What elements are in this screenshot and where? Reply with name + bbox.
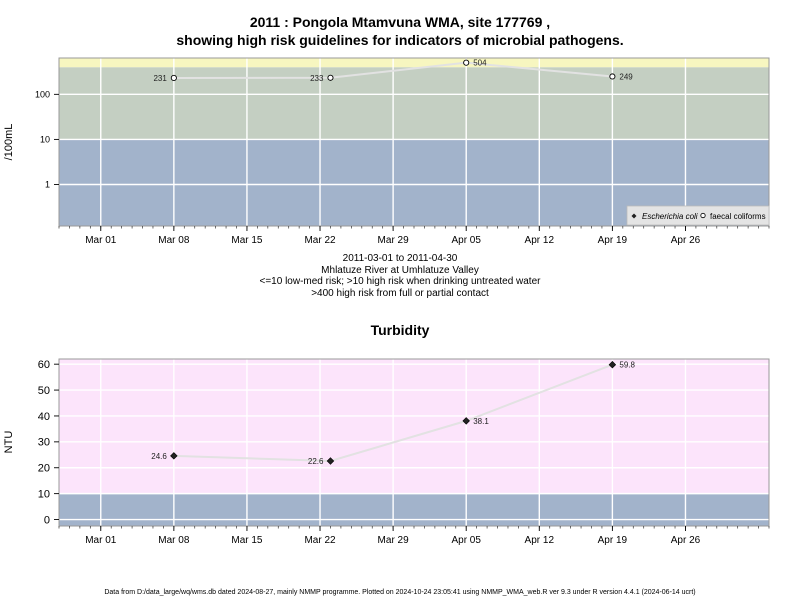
- data-point: [170, 452, 178, 460]
- risk-band-1: [59, 359, 769, 494]
- risk-band-2: [59, 58, 769, 68]
- data-label: 59.8: [619, 361, 635, 370]
- legend-label-faecal: faecal coliforms: [710, 212, 766, 221]
- y-axis-label: /100mL: [3, 124, 15, 161]
- legend-marker-faecal: [700, 212, 706, 219]
- data-label: 233: [310, 74, 324, 83]
- legend-box: [626, 205, 770, 226]
- data-point: [326, 457, 335, 465]
- chart1-plot: Mar 01 Mar 08 Mar 15 Mar 22 Mar 29 Apr 05 Apr …: [3, 57, 770, 246]
- x-tick-label: Mar 08: [158, 235, 190, 246]
- y-tick-label: 50: [38, 385, 50, 397]
- caption-guideline-contact: >400 high risk from full or partial cont…: [311, 287, 489, 299]
- x-tick-label: Mar 08: [158, 535, 190, 546]
- y-tick-label: 60: [38, 359, 50, 371]
- data-label: 504: [473, 59, 487, 68]
- chart1-title-line2: showing high risk guidelines for indicat…: [176, 32, 624, 48]
- x-tick-label: Mar 22: [304, 235, 336, 246]
- x-tick-label: Mar 22: [304, 535, 336, 546]
- x-tick-label: Mar 29: [378, 535, 410, 546]
- data-point: [608, 360, 617, 369]
- x-tick-label: Apr 26: [671, 235, 701, 246]
- x-tick-label: Apr 19: [598, 235, 628, 246]
- data-point: [609, 73, 616, 80]
- y-axis-label: NTU: [3, 431, 15, 454]
- data-label: 231: [153, 74, 167, 83]
- x-tick-label: Apr 19: [598, 535, 628, 546]
- x-tick-label: Apr 12: [525, 235, 555, 246]
- legend-marker-ecoli: [631, 213, 637, 219]
- y-tick-label: 10: [38, 488, 50, 500]
- data-label: 249: [619, 72, 633, 81]
- caption-date-range: 2011-03-01 to 2011-04-30: [342, 253, 458, 264]
- y-tick-label: 30: [38, 437, 50, 449]
- chart2-title: Turbidity: [370, 322, 430, 338]
- data-label: 24.6: [151, 452, 167, 461]
- risk-band-1: [59, 67, 769, 140]
- x-tick-label: Apr 05: [451, 235, 481, 246]
- y-tick-label: 1: [45, 180, 50, 190]
- chart1-title-line1: 2011 : Pongola Mtamvuna WMA, site 177769…: [249, 14, 551, 30]
- caption-site-name: Mhlatuze River at Umhlatuze Valley: [321, 264, 479, 276]
- data-point: [462, 417, 470, 425]
- x-tick-label: Mar 15: [231, 235, 263, 246]
- data-point: [170, 74, 177, 81]
- x-tick-label: Apr 05: [451, 535, 481, 546]
- x-tick-label: Mar 15: [231, 535, 263, 546]
- series-line: [173, 363, 613, 463]
- risk-band-0: [59, 493, 769, 526]
- legend-label-ecoli: Escherichia coli: [642, 212, 698, 221]
- x-tick-label: Mar 29: [378, 235, 410, 246]
- series-line: [173, 61, 613, 79]
- x-tick-label: Apr 26: [671, 535, 701, 546]
- y-tick-label: 40: [38, 411, 50, 423]
- chart2-plot: Mar 01 Mar 08 Mar 15 Mar 22 Mar 29 Apr 05 Apr …: [3, 358, 770, 546]
- y-tick-label: 20: [38, 463, 50, 475]
- y-tick-label: 10: [40, 135, 50, 145]
- x-tick-label: Mar 01: [85, 535, 117, 546]
- chart1-caption: 2011-03-01 to 2011-04-30 Mhlatuze River …: [0, 253, 800, 299]
- x-tick-label: Mar 01: [85, 235, 117, 246]
- y-tick-label: 0: [44, 514, 50, 526]
- caption-guideline-drinking: <=10 low-med risk; >10 high risk when dr…: [259, 276, 541, 287]
- y-tick-label: 100: [35, 89, 50, 99]
- footer-note: Data from D:/data_large/wq/wms.db dated …: [104, 589, 696, 596]
- data-label: 22.6: [308, 457, 324, 466]
- data-label: 38.1: [473, 417, 489, 426]
- data-point: [327, 74, 334, 81]
- data-point: [463, 59, 470, 66]
- x-tick-label: Apr 12: [525, 535, 555, 546]
